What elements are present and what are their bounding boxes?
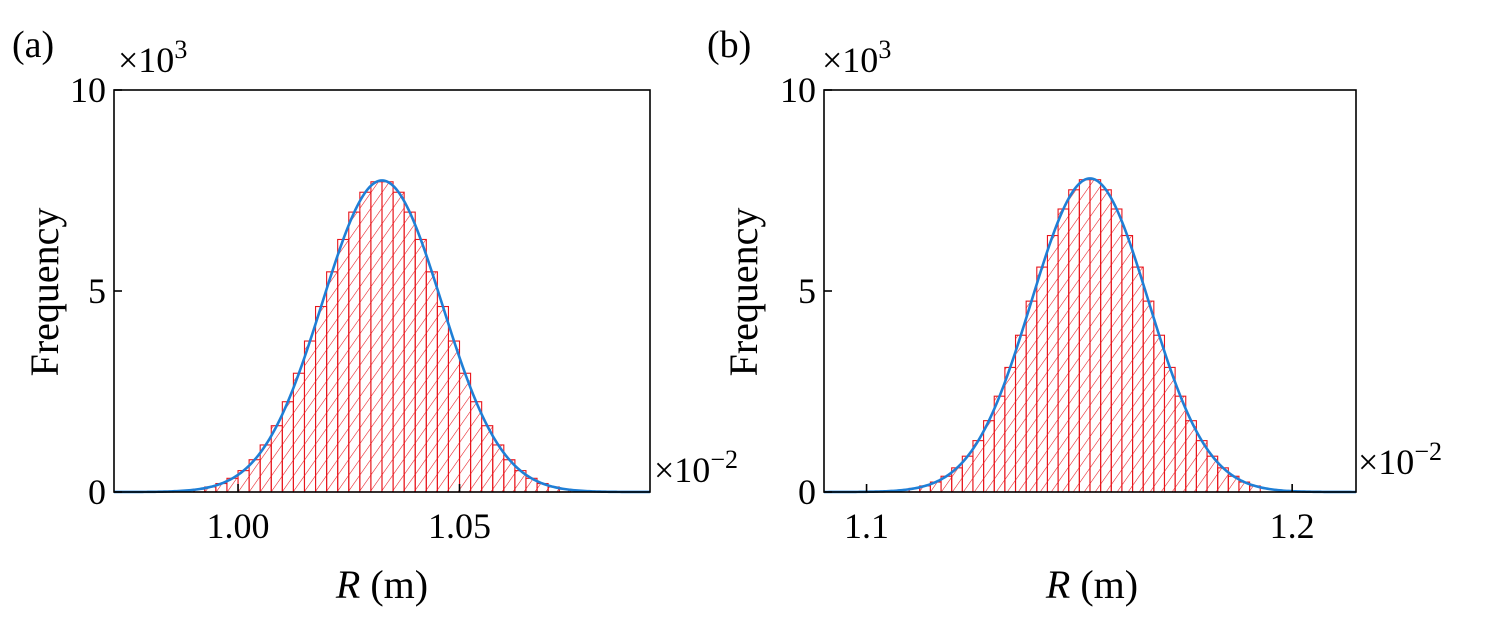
histogram-bar-a	[458, 372, 472, 493]
histogram-bar-a	[270, 425, 283, 493]
histogram-bar-a	[370, 181, 383, 493]
histogram-bar-b	[1174, 395, 1187, 493]
histogram-bar-b	[1100, 189, 1112, 493]
histogram-bar-a	[447, 340, 461, 493]
x-multiplier-base-a: ×10	[654, 450, 710, 490]
x-tick-label-a: 1.05	[428, 506, 491, 546]
y-tick-label-a: 0	[88, 472, 106, 512]
histogram-bar-b	[1068, 189, 1080, 493]
histogram-bar-b	[1046, 234, 1059, 493]
x-axis-var-a: R	[335, 562, 360, 607]
histogram-bar-b	[1036, 266, 1048, 493]
histogram-bar-a	[292, 372, 306, 493]
histogram-bar-a	[425, 271, 438, 493]
y-multiplier-exp-a: 3	[174, 35, 187, 64]
y-multiplier-base-b: ×10	[822, 40, 878, 80]
y-tick-label-b: 5	[798, 271, 816, 311]
histogram-bar-b	[1057, 208, 1070, 493]
x-axis-unit-a: (m)	[360, 562, 428, 607]
histogram-bar-a	[303, 340, 317, 493]
histogram-bar-a	[392, 191, 405, 493]
y-tick-label-b: 0	[798, 472, 816, 512]
histogram-bar-b	[1089, 179, 1102, 493]
panel-label-a: (a)	[12, 24, 54, 66]
x-multiplier-a: ×10−2	[654, 445, 738, 490]
y-axis-title-a: Frequency	[22, 208, 67, 377]
histogram-bar-a	[481, 425, 494, 493]
histogram-bar-b	[1153, 334, 1166, 493]
histogram-bar-b	[1132, 266, 1144, 493]
x-tick-label-b: 1.2	[1270, 506, 1315, 546]
histogram-bar-a	[337, 238, 350, 493]
histogram-bar-a	[348, 211, 361, 493]
y-axis-title-b: Frequency	[721, 208, 766, 377]
y-multiplier-b: ×103	[822, 35, 891, 80]
histogram-bar-b	[1121, 234, 1134, 493]
histogram-bar-b	[1078, 179, 1091, 493]
histogram-bar-a	[470, 401, 483, 493]
x-tick-label-b: 1.1	[844, 506, 889, 546]
histogram-bar-a	[359, 191, 372, 493]
histogram-bar-b	[1025, 300, 1038, 493]
histogram-bar-a	[414, 238, 427, 493]
histogram-bar-b	[993, 395, 1006, 493]
y-multiplier-base-a: ×10	[118, 40, 174, 80]
y-tick-label-a: 10	[70, 70, 106, 110]
histogram-bar-a	[381, 181, 394, 493]
histogram-bar-b	[1185, 420, 1197, 493]
x-axis-unit-b: (m)	[1070, 562, 1138, 607]
x-tick-label-a: 1.00	[207, 506, 270, 546]
x-multiplier-exp-b: −2	[1414, 437, 1442, 466]
x-multiplier-base-b: ×10	[1358, 442, 1414, 482]
y-multiplier-exp-b: 3	[878, 35, 891, 64]
x-axis-title-a: R (m)	[335, 562, 428, 607]
histogram-bar-b	[1163, 366, 1176, 493]
y-tick-label-b: 10	[780, 70, 816, 110]
histogram-bar-b	[983, 420, 995, 493]
fit-curve-a	[113, 179, 651, 494]
panel-label-b: (b)	[707, 24, 751, 66]
x-multiplier-exp-a: −2	[710, 445, 738, 474]
histogram-bar-b	[1110, 208, 1123, 493]
histogram-bar-a	[281, 401, 294, 493]
fit-curve-b	[824, 177, 1356, 494]
histogram-bar-a	[403, 211, 416, 493]
histogram-bar-a	[314, 305, 328, 493]
y-multiplier-a: ×103	[118, 35, 187, 80]
histogram-bar-a	[436, 305, 449, 493]
x-multiplier-b: ×10−2	[1358, 437, 1442, 482]
x-axis-var-b: R	[1045, 562, 1070, 607]
histogram-bar-b	[1142, 300, 1155, 493]
histogram-bar-a	[326, 271, 339, 493]
histogram-bar-b	[1014, 334, 1027, 493]
y-tick-label-a: 5	[88, 271, 106, 311]
histogram-bar-b	[1004, 366, 1017, 493]
x-axis-title-b: R (m)	[1045, 562, 1138, 607]
